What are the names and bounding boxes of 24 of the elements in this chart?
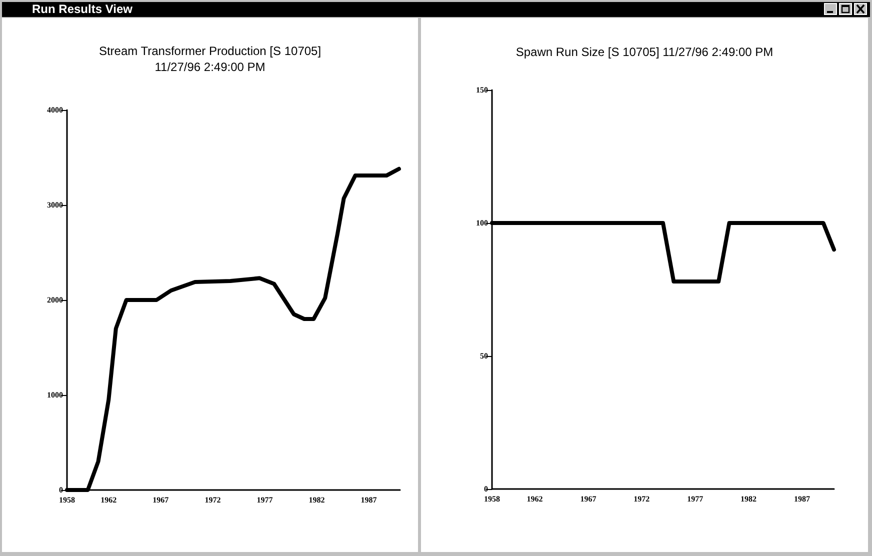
y-tick-label: 100 (476, 218, 488, 228)
x-tick-label: 1962 (526, 494, 543, 504)
x-tick-label: 1982 (740, 494, 756, 504)
x-tick-label: 1962 (100, 496, 117, 504)
y-tick-label: 4000 (47, 106, 63, 114)
x-tick-label: 1967 (580, 494, 596, 504)
x-tick-label: 1967 (152, 496, 169, 504)
x-tick-label: 1987 (360, 496, 377, 504)
x-tick-label: 1977 (256, 496, 273, 504)
x-tick-label: 1972 (204, 496, 221, 504)
x-tick-label: 1958 (59, 496, 75, 504)
chart-title: Stream Transformer Production [S 10705] (98, 44, 322, 58)
x-tick-label: 1982 (308, 496, 325, 504)
y-tick-label: 150 (476, 86, 488, 94)
y-tick-label: 3000 (47, 200, 63, 210)
x-tick-label: 1972 (634, 494, 650, 504)
x-tick-label: 1958 (484, 494, 500, 504)
y-tick-label: 2000 (47, 296, 63, 304)
x-tick-label: 1987 (794, 494, 810, 504)
y-tick-label: 1000 (47, 390, 63, 400)
x-tick-label: 1977 (687, 494, 704, 504)
chart-subtitle: 11/27/96 2:49:00 PM (154, 60, 266, 74)
chart-title: Spawn Run Size [S 10705] 11/27/96 2:49:00 PM (516, 45, 774, 59)
text: Run Results View (32, 2, 132, 17)
